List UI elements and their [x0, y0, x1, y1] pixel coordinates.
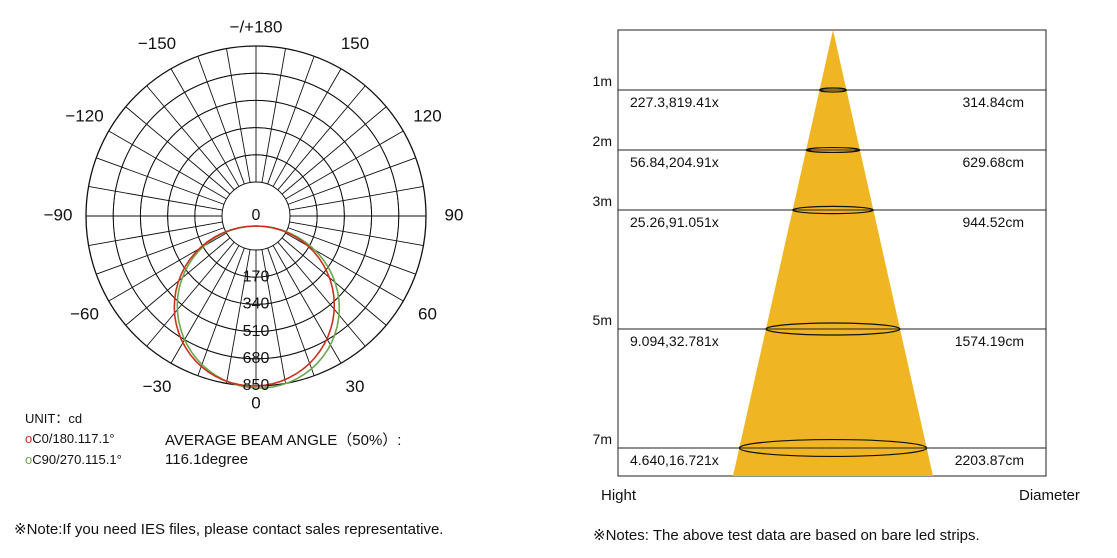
strip-note: ※Notes: The above test data are based on…: [593, 527, 980, 544]
angle-label: −90: [44, 205, 73, 224]
angle-label: 120: [413, 106, 441, 125]
angle-label: −60: [70, 304, 99, 323]
row-diameter-label: 944.52cm: [963, 214, 1024, 230]
row-diameter-label: 2203.87cm: [955, 452, 1024, 468]
row-illuminance-label: 56.84,204.91x: [630, 154, 719, 170]
row-diameter-label: 314.84cm: [963, 94, 1024, 110]
legend-c90-label: C90/270.115.1°: [32, 452, 122, 467]
angle-label: −120: [65, 106, 103, 125]
legend-c90: oC90/270.115.1°: [25, 452, 122, 467]
beam-ellipse: [792, 205, 874, 215]
grid-spoke: [281, 106, 387, 195]
c0-curve: [173, 225, 336, 387]
row-height-label: 3m: [593, 193, 612, 209]
grid-spoke: [108, 130, 227, 200]
grid-spoke: [272, 245, 342, 364]
polar-grid: [85, 45, 427, 387]
grid-spoke: [287, 157, 416, 205]
cone-row: 3m 25.26,91.051x 944.52cm: [593, 193, 1046, 230]
row-diameter-label: 1574.19cm: [955, 333, 1024, 349]
row-illuminance-label: 9.094,32.781x: [630, 333, 719, 349]
row-height-label: 2m: [593, 133, 612, 149]
grid-spoke: [88, 186, 223, 211]
grid-spoke: [170, 245, 240, 364]
grid-spoke: [287, 227, 416, 275]
legend-c90-marker: o: [25, 452, 33, 467]
grid-spoke: [289, 186, 424, 211]
grid-spoke: [125, 106, 231, 195]
cone-rows: 1m 227.3,819.41x 314.84cm 2m 56.84,204.91x 62…: [593, 73, 1046, 468]
legend-c0-marker: o: [25, 431, 33, 446]
beam-ellipse: [738, 438, 928, 458]
ies-note: ※Note:If you need IES files, please cont…: [14, 521, 444, 538]
radial-label: 680: [243, 350, 270, 367]
row-height-label: 1m: [593, 73, 612, 89]
angle-label: 150: [341, 34, 369, 53]
grid-spoke: [146, 85, 235, 191]
grid-spoke: [272, 68, 342, 187]
cone-row: 5m 9.094,32.781x 1574.19cm: [593, 312, 1046, 349]
beam-ellipse: [818, 87, 848, 93]
radial-label: 510: [243, 323, 270, 340]
legend-c0-label: C0/180.117.1°: [32, 431, 115, 446]
unit-label: UNIT：cd: [25, 411, 83, 426]
grid-spoke: [267, 247, 315, 376]
row-height-label: 7m: [593, 431, 612, 447]
angle-label: 90: [445, 205, 464, 224]
grid-spoke: [289, 221, 424, 246]
legend-c0: oC0/180.117.1°: [25, 431, 115, 446]
grid-spoke: [261, 249, 286, 384]
angle-label: −150: [138, 34, 176, 53]
grid-spoke: [88, 221, 223, 246]
angle-label: 60: [418, 304, 437, 323]
angle-label: 30: [346, 377, 365, 396]
row-diameter-label: 629.68cm: [963, 154, 1024, 170]
grid-spoke: [261, 48, 286, 183]
radial-label: 850: [243, 377, 270, 394]
grid-spoke: [226, 48, 251, 183]
grid-spoke: [226, 249, 251, 384]
cone-row: 2m 56.84,204.91x 629.68cm: [593, 133, 1046, 170]
radial-label: 0: [252, 207, 261, 224]
angle-labels: −/+180 −150 150 −120 120 −90 90 −60 60 −30 30 0: [44, 17, 464, 412]
grid-spoke: [146, 241, 235, 347]
angle-label: 0: [251, 393, 260, 412]
polar-chart: −/+180 −150 150 −120 120 −90 90 −60 60 −30 30 0 0 17…: [44, 17, 464, 412]
row-illuminance-label: 25.26,91.051x: [630, 214, 719, 230]
radial-label: 170: [243, 268, 270, 285]
grid-spoke: [277, 241, 366, 347]
beam-angle-label: AVERAGE BEAM ANGLE（50%）:: [165, 432, 402, 449]
c90-curve: [176, 225, 341, 389]
grid-spoke: [96, 157, 225, 205]
grid-spoke: [197, 56, 245, 185]
beam-ellipse: [805, 146, 861, 154]
grid-spoke: [96, 227, 225, 275]
radial-label: 340: [243, 296, 270, 313]
grid-spoke: [277, 85, 366, 191]
beam-angle-value: 116.1degree: [165, 451, 249, 468]
row-illuminance-label: 227.3,819.41x: [630, 94, 719, 110]
light-cone: [733, 30, 933, 476]
cone-chart: 1m 227.3,819.41x 314.84cm 2m 56.84,204.91x 62…: [593, 29, 1047, 477]
grid-spoke: [285, 130, 404, 200]
angle-label: −30: [143, 377, 172, 396]
grid-spoke: [197, 247, 245, 376]
row-illuminance-label: 4.640,16.721x: [630, 452, 719, 468]
angle-label: −/+180: [230, 17, 283, 36]
diameter-axis-label: Diameter: [1019, 487, 1080, 504]
cone-row: 1m 227.3,819.41x 314.84cm: [593, 73, 1046, 110]
row-height-label: 5m: [593, 312, 612, 328]
grid-spoke: [267, 56, 315, 185]
grid-spoke: [170, 68, 240, 187]
cone-row: 7m 4.640,16.721x 2203.87cm: [593, 431, 1046, 468]
height-axis-label: Hight: [601, 487, 637, 504]
beam-ellipse: [765, 322, 901, 336]
radial-labels: 0 170 340 510 680 850: [243, 207, 270, 394]
